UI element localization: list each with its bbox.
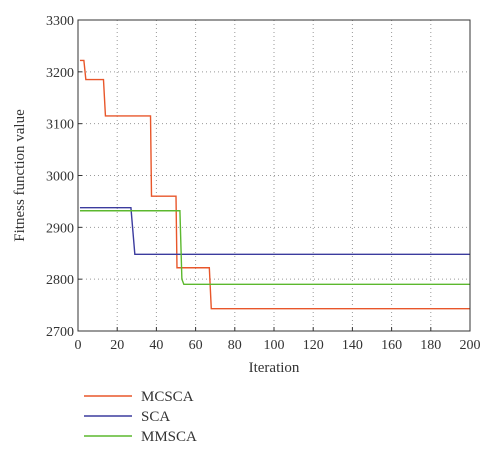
x-tick-label: 100: [264, 338, 285, 353]
y-tick-label: 3300: [46, 14, 74, 29]
x-axis-label: Iteration: [249, 360, 300, 376]
series-layer: [79, 59, 470, 310]
series-line-mcsca: [79, 59, 470, 310]
legend-label-mcsca: MCSCA: [141, 389, 194, 405]
y-tick-label: 2700: [46, 325, 74, 340]
x-tick-label: 120: [303, 338, 324, 353]
x-tick-label: 20: [110, 338, 124, 353]
x-tick-label: 40: [149, 338, 163, 353]
legend: MCSCA SCA MMSCA: [84, 389, 197, 445]
y-tick-label: 2900: [46, 221, 74, 236]
x-tick-label: 140: [342, 338, 363, 353]
x-tick-label: 60: [189, 338, 203, 353]
y-tick-label: 3200: [46, 66, 74, 81]
y-tick-label: 3000: [46, 170, 74, 185]
legend-label-mmsca: MMSCA: [141, 429, 197, 445]
legend-label-sca: SCA: [141, 409, 170, 425]
y-axis-label: Fitness function value: [12, 109, 28, 242]
y-tick-label: 2800: [46, 273, 74, 288]
x-tick-label: 180: [420, 338, 441, 353]
series-line-sca: [79, 206, 470, 255]
x-tick-label: 160: [381, 338, 402, 353]
x-tick-label: 0: [75, 338, 82, 353]
axis-ticks: 0 20 40 60 80 100 120 140 160 180 200 2700 2800 2900 3…: [46, 14, 481, 353]
grid-lines: [78, 20, 470, 331]
x-tick-label: 200: [460, 338, 481, 353]
series-line-mmsca: [79, 210, 470, 286]
y-tick-label: 3100: [46, 118, 74, 133]
x-tick-label: 80: [228, 338, 242, 353]
